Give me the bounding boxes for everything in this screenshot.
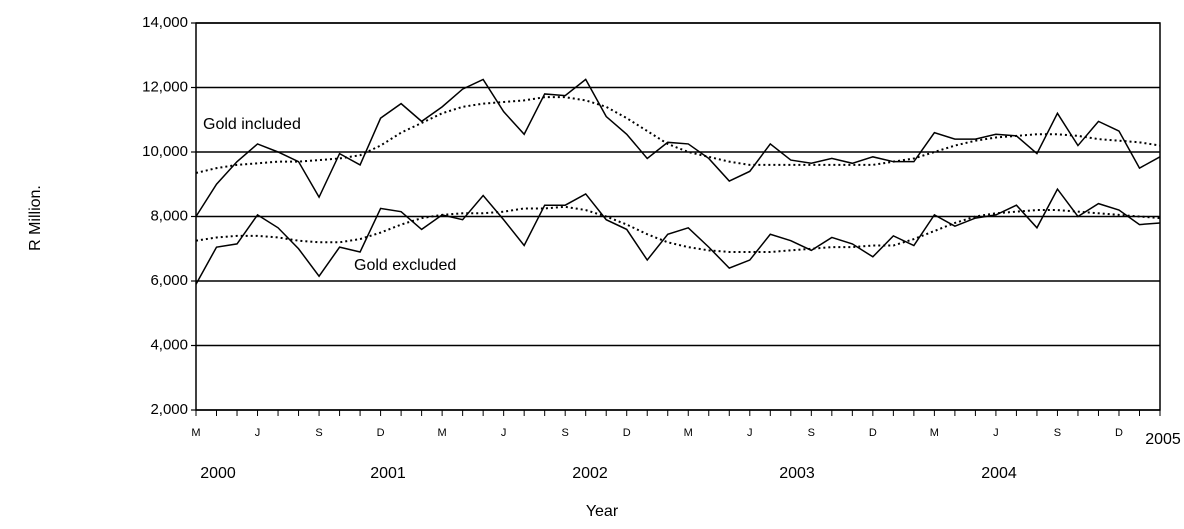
x-tick-label: J [747,427,753,439]
y-tick-label: 8,000 [150,207,188,224]
x-tick-label: D [869,427,877,439]
year-label: 2004 [981,465,1017,482]
series-line [195,78,1161,217]
y-tick-label: 6,000 [150,272,188,289]
x-tick-label: J [255,427,261,439]
x-tick-label: M [930,427,939,439]
y-tick-label: 2,000 [150,401,188,418]
series-line [195,187,1161,285]
y-tick-label: 4,000 [150,336,188,353]
x-tick-label: M [684,427,693,439]
trend-line [195,96,1161,174]
x-tick-label: S [1054,427,1061,439]
y-axis-label: R Million. [27,185,44,251]
x-tick-label: M [438,427,447,439]
year-label: 2003 [779,465,815,482]
year-label: 2002 [572,465,608,482]
x-tick-label: S [315,427,322,439]
year-label: 2005 [1145,431,1181,448]
year-label: 2001 [370,465,406,482]
y-tick-label: 14,000 [142,14,188,31]
x-tick-label: D [623,427,631,439]
x-tick-label: D [1115,427,1123,439]
x-tick-label: J [993,427,999,439]
x-axis-label: Year [586,503,619,520]
trend-line [195,205,1161,253]
series-label: Gold included [203,116,301,133]
x-tick-label: S [808,427,815,439]
x-tick-label: J [501,427,507,439]
x-tick-label: D [377,427,385,439]
series-label: Gold excluded [354,257,456,274]
x-tick-label: M [191,427,200,439]
year-label: 2000 [200,465,236,482]
y-tick-label: 12,000 [142,78,188,95]
y-tick-label: 10,000 [142,143,188,160]
x-tick-label: S [562,427,569,439]
